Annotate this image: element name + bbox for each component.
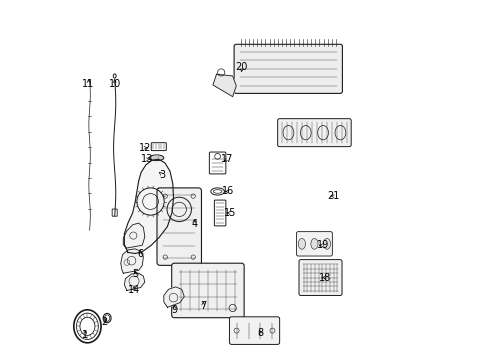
FancyBboxPatch shape xyxy=(229,317,279,345)
Text: 18: 18 xyxy=(318,273,331,283)
Text: 14: 14 xyxy=(128,285,140,296)
Polygon shape xyxy=(124,273,144,291)
Text: 6: 6 xyxy=(137,248,143,258)
Text: 17: 17 xyxy=(221,154,233,164)
FancyBboxPatch shape xyxy=(296,231,332,256)
Text: 7: 7 xyxy=(200,301,206,311)
FancyBboxPatch shape xyxy=(277,119,350,147)
FancyBboxPatch shape xyxy=(157,188,201,265)
Text: 1: 1 xyxy=(81,330,88,340)
Text: 13: 13 xyxy=(141,154,153,164)
Polygon shape xyxy=(124,159,173,253)
Text: 15: 15 xyxy=(224,208,236,218)
Text: 8: 8 xyxy=(257,328,263,338)
Text: 12: 12 xyxy=(138,143,151,153)
Text: 3: 3 xyxy=(159,170,165,180)
Text: 10: 10 xyxy=(108,79,121,89)
Polygon shape xyxy=(163,287,184,307)
Ellipse shape xyxy=(310,238,317,249)
Ellipse shape xyxy=(298,238,305,249)
Text: 11: 11 xyxy=(82,79,95,89)
Polygon shape xyxy=(121,249,143,273)
Text: 4: 4 xyxy=(191,219,197,229)
Text: 2: 2 xyxy=(102,317,107,327)
FancyBboxPatch shape xyxy=(171,263,244,318)
Text: 19: 19 xyxy=(316,240,328,250)
Text: 21: 21 xyxy=(326,191,339,201)
FancyBboxPatch shape xyxy=(234,44,342,93)
Polygon shape xyxy=(123,223,144,248)
Text: 5: 5 xyxy=(132,269,138,279)
Text: 20: 20 xyxy=(235,62,247,72)
Polygon shape xyxy=(212,74,236,96)
Ellipse shape xyxy=(323,238,330,249)
FancyBboxPatch shape xyxy=(298,260,341,296)
Text: 16: 16 xyxy=(222,186,234,197)
Text: 9: 9 xyxy=(171,305,177,315)
